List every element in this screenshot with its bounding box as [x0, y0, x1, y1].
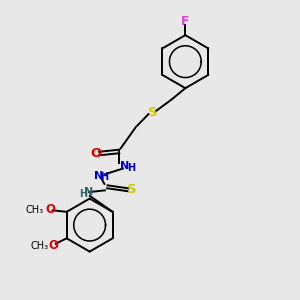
- Text: N: N: [83, 187, 93, 197]
- Text: CH₃: CH₃: [30, 241, 48, 251]
- Text: O: O: [90, 147, 101, 160]
- Text: H: H: [79, 189, 87, 199]
- Text: O: O: [48, 238, 59, 252]
- Text: O: O: [45, 203, 55, 216]
- Text: F: F: [181, 14, 190, 28]
- Text: H: H: [100, 172, 109, 182]
- Text: CH₃: CH₃: [26, 205, 44, 215]
- Text: H: H: [127, 163, 135, 173]
- Text: S: S: [148, 106, 157, 119]
- Text: N: N: [94, 171, 103, 181]
- Text: S: S: [127, 183, 136, 196]
- Text: N: N: [120, 161, 130, 171]
